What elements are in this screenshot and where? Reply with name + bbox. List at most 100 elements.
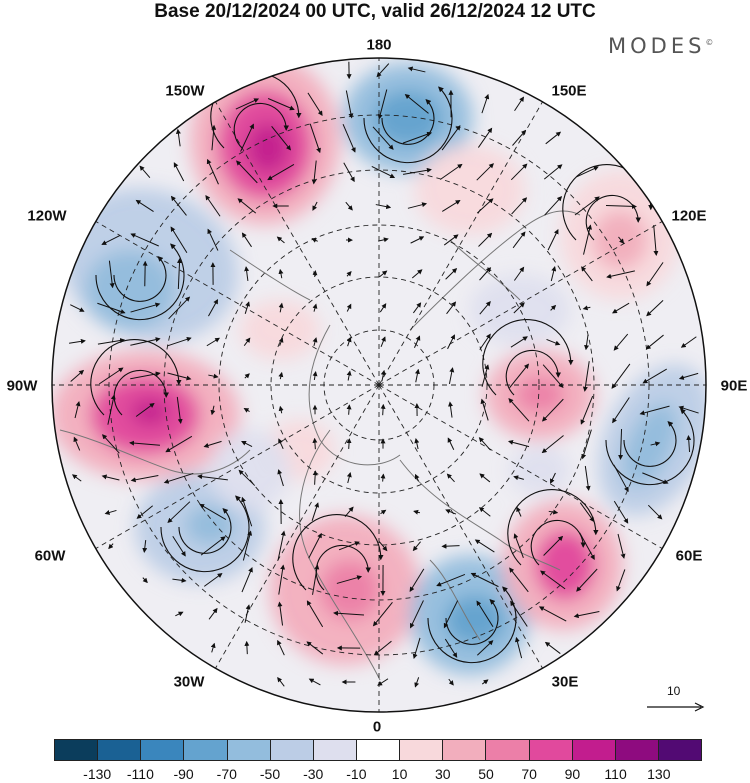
wind-vector [448,401,453,418]
meridian-line [215,101,380,386]
anomaly-blob [470,275,570,345]
streamline [482,319,574,396]
wind-vector [380,336,386,347]
wind-vector [478,232,493,247]
wind-vector [308,678,321,686]
wind-vector [175,128,181,147]
lon-label-90w: 90W [6,377,38,395]
wind-vector [605,203,637,209]
wind-vector [543,164,563,180]
wind-vector [481,93,490,114]
wind-vector [509,567,529,593]
anomaly-blob [320,560,380,620]
wind-vector [197,474,228,481]
anomaly-blob [373,90,443,146]
wind-vector [639,405,670,416]
wind-vector [278,564,286,595]
colorbar-swatch [313,740,357,760]
wind-vector [210,405,216,416]
colorbar-tick-label: 10 [391,766,408,782]
colorbar-tick-label: -30 [303,766,324,782]
wind-vector [208,607,218,620]
wind-vector [617,533,626,559]
wind-vector [346,270,352,277]
map-disc [52,58,706,712]
streamline [292,514,384,591]
wind-vector [412,637,421,660]
streamline [585,194,642,241]
wind-vector [163,472,194,484]
wind-vector [582,305,591,311]
streamline [623,421,677,467]
wind-vector [584,334,590,351]
lon-label-60e: 60E [675,547,703,565]
wind-vector [474,539,495,553]
wind-vector [583,224,592,255]
wind-vector [580,395,594,425]
wind-vector [333,610,364,616]
wind-vector [576,568,598,592]
wind-vector [241,567,253,593]
vector-scale-value: 10 [667,684,681,698]
wind-vector [97,338,126,345]
wind-vector [544,641,561,654]
coastline [399,459,561,571]
wind-vector [278,302,284,313]
wind-vector [342,124,356,153]
colorbar-swatch [400,740,444,760]
wind-vector [678,372,699,380]
wind-vector [512,231,526,249]
wind-vector [544,196,563,216]
wind-vector [380,509,387,515]
wind-vector [108,260,115,289]
wind-vector [414,438,420,450]
wind-vector [441,125,461,151]
colorbar-swatch [529,740,573,760]
wind-vector [514,96,525,111]
wind-vector [445,268,458,280]
wind-vector [373,640,392,656]
streamline [95,243,185,321]
wind-vector [479,301,491,315]
anomaly-blob [415,145,525,235]
wind-vector [376,63,390,78]
wind-vector [267,163,295,181]
wind-vector [478,507,491,517]
wind-vector [480,398,489,421]
coastline [59,429,251,475]
wind-vector [170,195,187,216]
wind-vector [479,267,492,281]
wind-vector [446,473,455,483]
meridian-line [378,101,543,386]
wind-vector [380,473,386,482]
wind-vector [581,266,593,282]
wind-vector [107,394,116,425]
wind-vector [375,204,392,210]
wind-vector [71,474,82,482]
wind-vector [74,401,81,419]
wind-vector [550,304,557,311]
vector-scale-arrow [647,702,705,712]
polar-anomaly-map [51,57,707,713]
wind-vector [642,472,669,484]
wind-vector [612,302,630,314]
wind-vector [442,200,461,212]
wind-vector [543,535,564,556]
wind-vector [678,405,699,414]
wind-vector [244,604,251,623]
wind-vector [69,338,86,344]
wind-vector [277,639,285,656]
wind-vector [445,509,457,515]
streamline [507,489,599,566]
wind-vector [130,337,161,346]
lon-label-60w: 60W [34,547,66,565]
wind-vector [130,475,159,483]
wind-vector [476,640,494,656]
wind-vector [312,201,318,211]
coastline [308,324,401,466]
wind-vector [647,504,663,520]
wind-vector [443,234,459,246]
streamline [178,508,232,554]
wind-vector [312,470,318,485]
wind-vector [168,296,191,320]
